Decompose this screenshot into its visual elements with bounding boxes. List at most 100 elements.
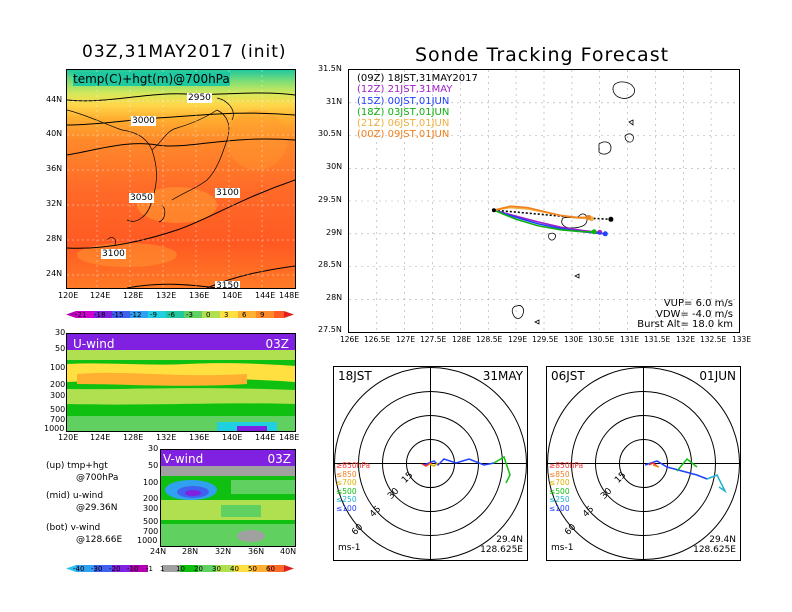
tick-label: 24N [46,269,63,278]
tick-label: 31N [326,97,343,106]
contour-label: 3100 [101,249,126,259]
tick-label: 124E [90,291,111,300]
tick-label: 36N [248,547,265,556]
tick-label: -18 [94,311,106,319]
tick-label: 126.5E [364,335,391,344]
tick-label: 126E [340,335,360,344]
tick-label: 120E [58,433,79,442]
uwind-plot: U-wind 03Z [66,333,296,432]
tick-label: -15 [112,311,124,319]
legend-entry: (21Z) 06JST,01JUN [357,118,478,129]
contour-label: 2950 [187,93,212,103]
hodo-left-lat: 29.4N [496,535,523,545]
tick-label: 127E [396,335,416,344]
tick-label: 32N [215,547,232,556]
tick-label: 130.5E [588,335,615,344]
tick-label: 133E [732,335,752,344]
hodograph-left: 18JST 31MAY 15 30 45 60 ≥850hPa ≤850 ≤70… [333,366,528,561]
contour-label: 3100 [215,188,240,198]
tick-label: 140E [222,291,243,300]
tick-label: 144E [255,433,276,442]
hodo-right-lat: 29.4N [709,535,736,545]
tick-label: 200 [50,380,66,389]
tick-label: 50 [148,461,159,470]
tick-label: 100 [143,478,159,487]
legend-time: 09JST,01JUN [387,129,450,141]
legend-tag: (21Z) [357,118,385,130]
tick-label: 132E [156,433,177,442]
legend-mid-1: (mid) u-wind [46,491,104,501]
tick-label: 300 [143,504,159,513]
legend-entry: (18Z) 03JST,01JUN [357,107,478,118]
track-endpoint [608,216,614,222]
contour-label: 3000 [131,116,156,126]
legend-entry: (09Z) 18JST,31MAY2017 [357,73,478,84]
tick-label: 36N [46,164,63,173]
track-line [493,205,589,219]
hodo-left-time: 18JST [338,369,372,383]
tick-label: 131E [620,335,640,344]
hodo-legend-item: ≤250 [336,495,357,504]
legend-tag: (12Z) [357,84,385,96]
tick-label: 300 [50,391,66,400]
legend-tag: (15Z) [357,95,385,107]
tick-label: 132E [676,335,696,344]
tick-label: 132.5E [700,335,727,344]
temp-colorbar-svg [66,311,294,318]
tick-label: 29.5N [318,195,342,204]
tick-label: 40N [280,547,297,556]
tick-label: 132E [156,291,177,300]
tick-label: -12 [130,311,142,319]
tick-label: 0 [206,311,211,319]
legend-mid-2: @29.36N [76,503,118,513]
legend-up-2: @700hPa [76,473,119,483]
hodo-legend-item: ≤700 [336,478,357,487]
vwind-plot: V-wind 03Z [160,449,296,547]
hodo-right-lon: 128.625E [693,545,736,555]
tick-label: 50 [248,565,257,573]
tick-label: 29N [326,228,343,237]
hodo-right-svg [547,367,740,560]
tick-label: 128E [452,335,472,344]
tick-label: 127.5E [420,335,447,344]
hodograph-right: 06JST 01JUN 15 30 45 60 ≥850hPa ≤850 ≤70… [546,366,741,561]
wind-colorbar-svg [66,565,294,572]
legend-time: 21JST,31MAY [387,84,453,96]
track-params: VUP= 6.0 m/s VDW= -4.0 m/s Burst Alt= 18… [637,298,733,331]
islands [511,81,636,325]
legend-bot-1: (bot) v-wind [46,523,101,533]
tick-label: 9 [260,311,265,319]
tick-label: 140E [222,433,243,442]
legend-time: 03JST,01JUN [387,106,450,118]
hodo-legend: ≥850hPa ≤850 ≤700 ≤500 ≤250 ≤100 [336,461,371,513]
hodo-legend-item: ≥850hPa [336,461,371,470]
hodo-right-date: 01JUN [699,369,736,383]
legend-up-1: (up) tmp+hgt [46,461,108,471]
tick-label: 28N [182,547,199,556]
track-svg [349,70,739,332]
tick-label: 129.5E [532,335,559,344]
track-plot: (09Z) 18JST,31MAY2017 (12Z) 21JST,31MAY … [348,69,740,333]
legend-tag: (00Z) [357,129,385,141]
contour-label: 3150 [215,281,240,289]
wind-colorbar [66,557,294,572]
hodo-left-lon: 128.625E [480,545,523,555]
map-plot: temp(C)+hgt(m)@700hPa 2950 3000 3050 310… [66,69,296,289]
track-endpoint [591,229,597,235]
tick-label: 28N [326,293,343,302]
hodo-legend-item: ≤500 [336,486,357,496]
tick-label: 40 [230,565,239,573]
tick-label: 3 [224,311,229,319]
vwind-label: V-wind [163,452,204,466]
tick-label: 128.5E [476,335,503,344]
hodo-legend-item: ≤700 [549,478,570,487]
hodo-left-date: 31MAY [482,369,523,383]
tick-label: -1 [146,565,153,573]
tick-label: 124E [90,433,111,442]
tick-label: 30N [326,162,343,171]
tick-label: 144E [255,291,276,300]
hodo-right-time: 06JST [551,369,585,383]
legend-time: 06JST,01JUN [387,118,450,130]
param-vup: VUP= 6.0 m/s [663,298,733,309]
tick-label: 700 [50,415,66,424]
